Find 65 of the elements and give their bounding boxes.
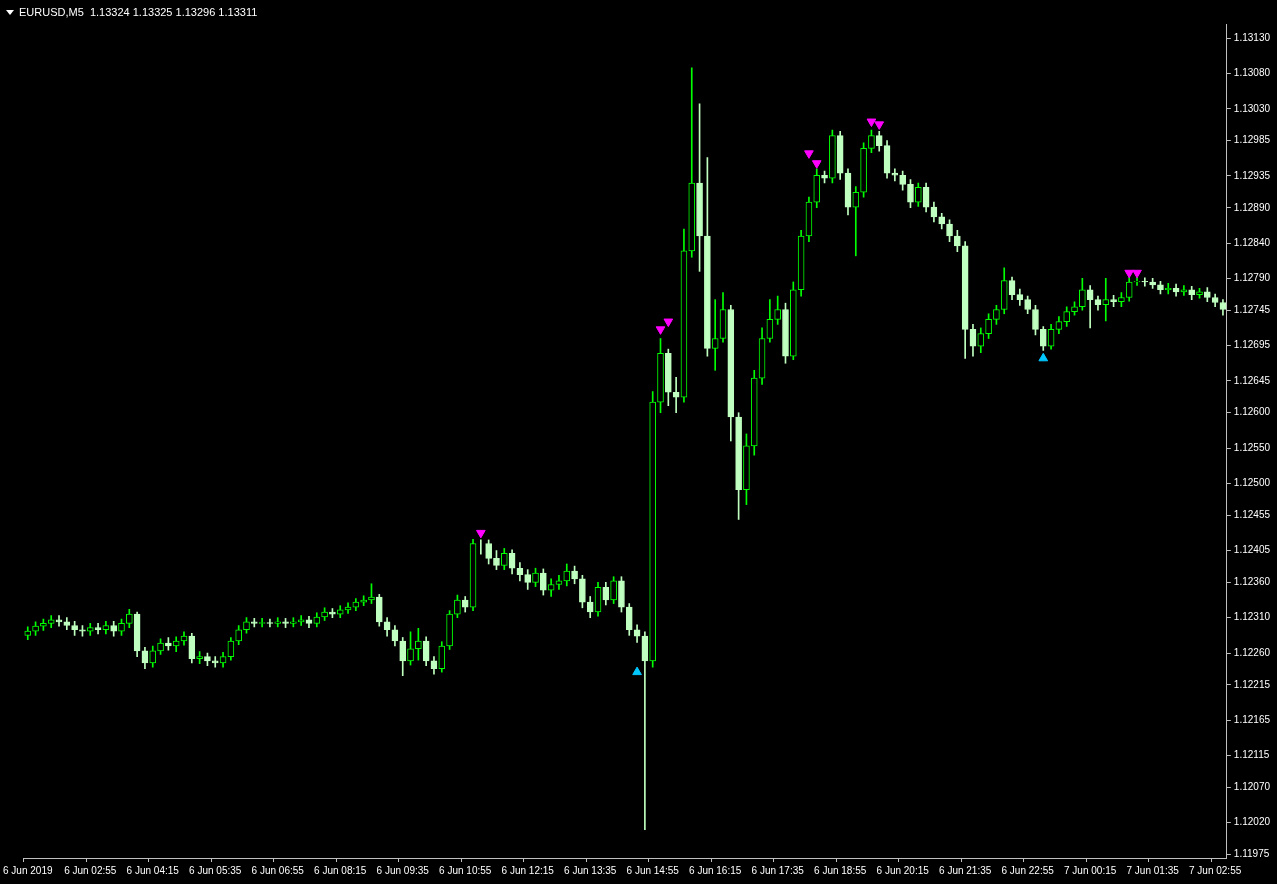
x-tick-label: 6 Jun 17:35 [751, 864, 805, 876]
y-tick-label: 1.12985 [1233, 134, 1271, 146]
y-tick-label: 1.12745 [1233, 304, 1271, 315]
x-tick-label: 6 Jun 16:15 [689, 864, 742, 876]
y-tick-label: 1.13130 [1233, 31, 1271, 43]
point [1132, 269, 1142, 279]
candlestick [250, 618, 258, 628]
point [804, 150, 814, 159]
y-tick-label: 1.12500 [1233, 477, 1271, 489]
y-tick-label: 1.13030 [1233, 102, 1271, 114]
point [866, 118, 877, 128]
candlestick [274, 617, 282, 628]
x-tick-label: 6 Jun 12:15 [501, 864, 555, 876]
candlestick [1141, 277, 1149, 287]
y-tick-label: 1.12260 [1233, 646, 1271, 658]
y-tick-label: 1.11975 [1233, 848, 1270, 860]
y-tick-label: 1.12840 [1233, 236, 1271, 248]
y-tick-label: 1.12935 [1233, 169, 1271, 181]
y-tick-label: 1.12115 [1233, 749, 1270, 761]
point [1124, 269, 1135, 279]
x-tick-label: 7 Jun 00:15 [1064, 864, 1117, 876]
y-tick-label: 1.12645 [1233, 374, 1271, 386]
x-tick-label: 7 Jun 02:55 [1189, 864, 1242, 876]
point [663, 318, 674, 328]
candlestick [672, 377, 680, 414]
y-tick-label: 1.12405 [1233, 544, 1271, 556]
y-tick-label: 1.12165 [1233, 713, 1271, 725]
chart-title: EURUSD,M5 1.13324 1.13325 1.13296 1.13311 [19, 6, 258, 18]
point [655, 326, 666, 335]
candlestick [55, 615, 63, 627]
y-tick-label: 1.12600 [1233, 406, 1271, 418]
y-tick-label: 1.12070 [1233, 781, 1271, 793]
x-tick-label: 6 Jun 20:15 [876, 864, 930, 876]
candlestick [711, 299, 719, 371]
x-tick-label: 6 Jun 13:35 [564, 864, 617, 876]
x-tick-label: 6 Jun 06:55 [251, 864, 305, 876]
point [874, 121, 885, 130]
candlestick [1102, 278, 1110, 322]
x-tick-label: 6 Jun 04:15 [126, 864, 180, 876]
y-tick-label: 1.12550 [1233, 441, 1271, 453]
y-tick-label: 1.12890 [1233, 201, 1271, 213]
x-tick-label: 6 Jun 08:15 [314, 864, 367, 876]
point [476, 529, 486, 539]
y-tick-label: 1.12455 [1233, 508, 1271, 520]
point [632, 666, 642, 676]
y-tick-label: 1.12790 [1233, 272, 1271, 284]
point [811, 160, 822, 169]
y-tick-label: 1.12310 [1233, 611, 1271, 623]
y-tick-label: 1.12360 [1233, 576, 1271, 588]
x-tick-label: 6 Jun 10:55 [439, 864, 492, 876]
x-tick-label: 6 Jun 2019 [3, 864, 53, 876]
x-tick-label: 6 Jun 05:35 [189, 864, 242, 876]
candlestick [1086, 285, 1094, 329]
x-tick-label: 6 Jun 14:55 [626, 864, 680, 876]
x-tick-label: 7 Jun 01:35 [1126, 864, 1180, 876]
candlestick [852, 186, 860, 257]
x-tick-label: 6 Jun 02:55 [64, 864, 117, 876]
y-tick-label: 1.12215 [1233, 678, 1271, 690]
x-tick-label: 6 Jun 18:55 [814, 864, 867, 876]
x-tick-label: 6 Jun 22:55 [1001, 864, 1055, 876]
y-tick-label: 1.12020 [1233, 816, 1271, 828]
x-tick-label: 6 Jun 09:35 [376, 864, 430, 876]
x-tick-label: 6 Jun 21:35 [939, 864, 992, 876]
y-tick-label: 1.13080 [1233, 67, 1271, 79]
y-tick-label: 1.12695 [1233, 339, 1271, 351]
